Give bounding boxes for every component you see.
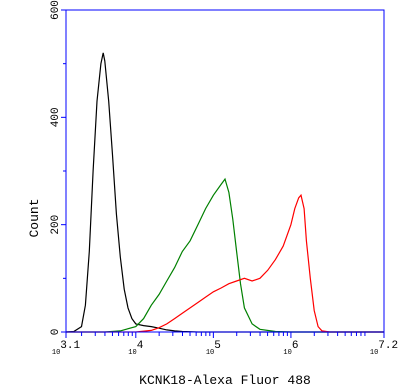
x-axis-title: KCNK18-Alexa Fluor 488	[139, 373, 311, 388]
y-tick-label: 200	[50, 215, 62, 235]
histogram-curves	[65, 52, 384, 333]
histogram-series-0	[65, 52, 384, 333]
x-tick-label: 105	[206, 340, 221, 357]
x-tick-label: 107.2	[370, 340, 398, 357]
axis-ticks: 0 200 400 600 103.1 104 105 106 107.2	[50, 0, 398, 357]
y-tick-label: 600	[50, 0, 62, 20]
y-tick-label: 400	[50, 107, 62, 127]
y-tick-label: 0	[50, 329, 62, 336]
histogram-series-2	[66, 193, 384, 333]
y-axis-title: Count	[27, 198, 42, 237]
histogram-series-1	[66, 177, 384, 333]
x-tick-label: 103.1	[52, 340, 81, 357]
x-tick-label: 106	[283, 340, 298, 357]
x-tick-label: 104	[128, 340, 143, 357]
